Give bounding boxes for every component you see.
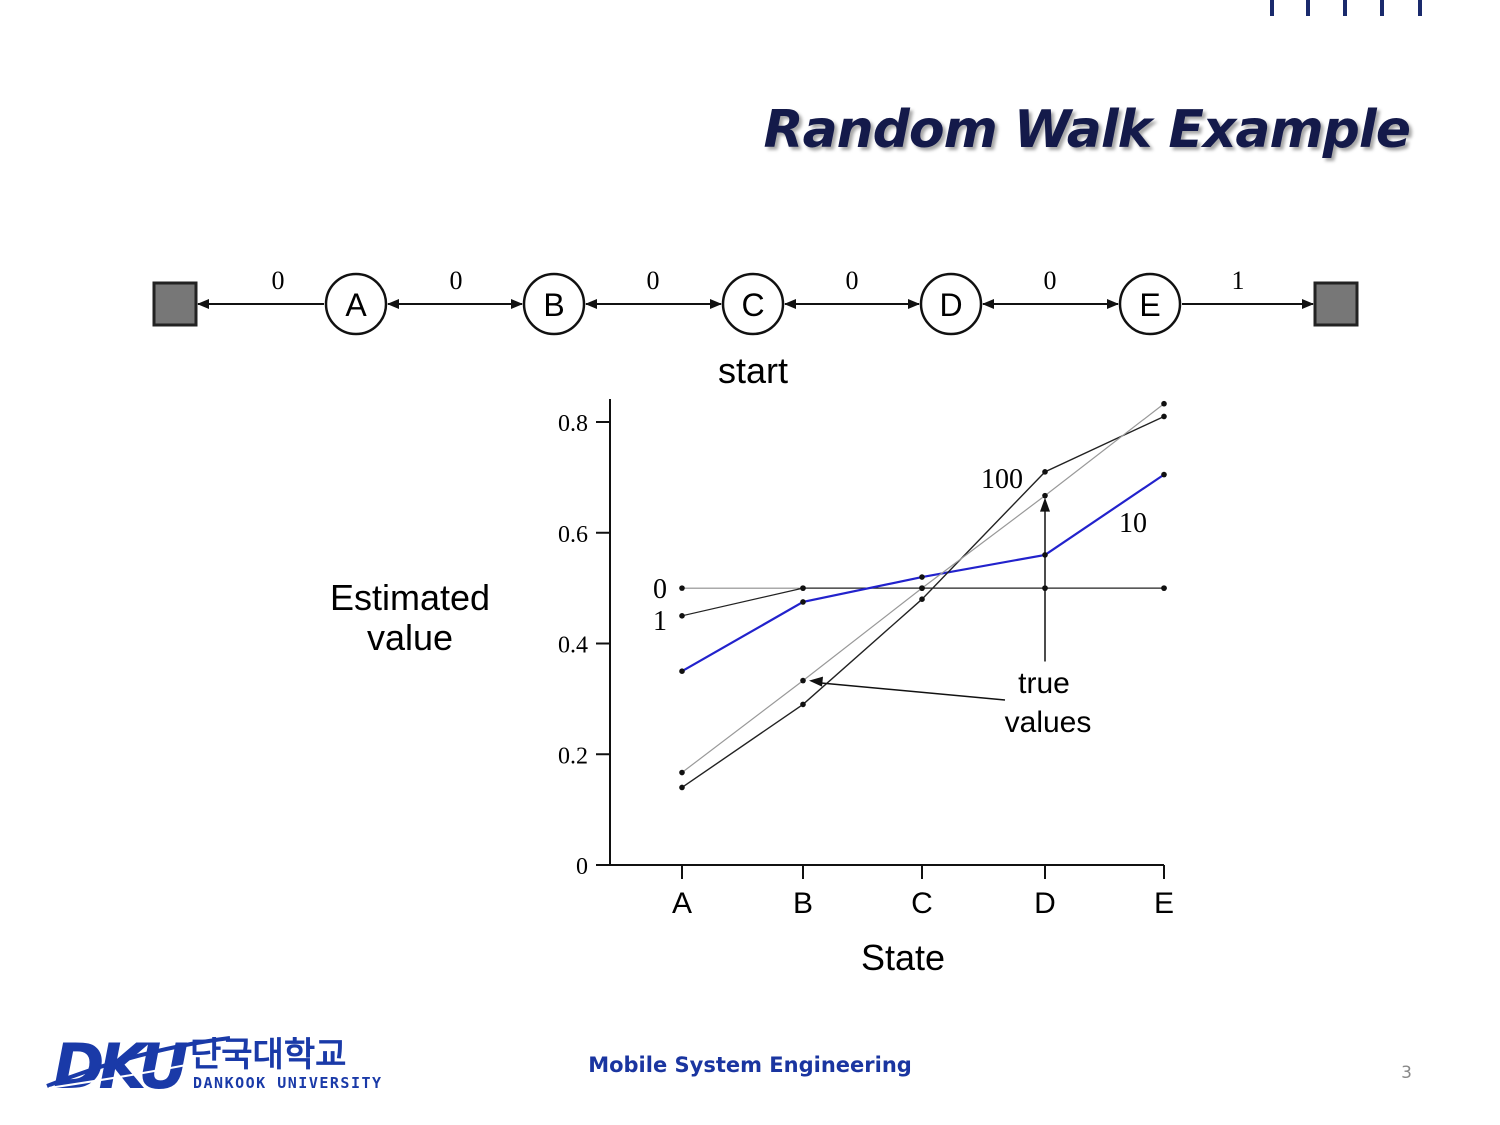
state-node-b: B xyxy=(522,272,586,336)
data-point xyxy=(1161,413,1167,420)
series-label: 0 xyxy=(653,574,667,605)
annotation-arrowhead xyxy=(809,676,823,687)
annotation-arrowhead xyxy=(1040,497,1050,512)
data-point xyxy=(919,585,925,591)
series-label: 10 xyxy=(1119,508,1147,539)
series-line xyxy=(681,473,1165,673)
data-point xyxy=(679,769,685,776)
series-line xyxy=(681,587,1164,617)
reward-label: 1 xyxy=(1232,266,1245,295)
state-node-d: D xyxy=(919,272,983,336)
data-point xyxy=(800,701,806,708)
start-label: start xyxy=(718,350,788,391)
logo-english: DANKOOK UNIVERSITY xyxy=(193,1074,383,1092)
y-axis-label: Estimated value xyxy=(330,577,490,658)
terminal-right xyxy=(1313,281,1359,327)
data-point xyxy=(679,585,685,591)
annotation-values: values xyxy=(1005,706,1092,739)
dku-logo: DKU 단국대학교 DANKOOK UNIVERSITY xyxy=(46,1030,383,1098)
data-point xyxy=(1161,400,1167,407)
state-node-a: A xyxy=(324,272,388,336)
state-label-a: A xyxy=(345,287,367,323)
annotation-true: true xyxy=(1018,667,1070,700)
data-point xyxy=(800,585,806,591)
x-tick-label: B xyxy=(793,887,813,920)
x-tick-label: D xyxy=(1034,887,1056,920)
data-point xyxy=(1161,585,1167,591)
data-point xyxy=(1161,471,1167,478)
logo-mark: DKU xyxy=(53,1030,188,1098)
data-point xyxy=(679,668,685,674)
data-point xyxy=(800,677,806,684)
data-point xyxy=(679,613,685,619)
x-axis-label: State xyxy=(861,937,945,978)
footer-course-title: Mobile System Engineering xyxy=(588,1053,912,1077)
page-number: 3 xyxy=(1401,1063,1412,1083)
y-tick-label: 0.4 xyxy=(558,633,588,659)
state-label-b: B xyxy=(543,287,564,323)
state-label-c: C xyxy=(741,287,764,323)
terminal-left xyxy=(152,281,198,327)
reward-label: 0 xyxy=(647,266,660,295)
series-label: 1 xyxy=(653,606,667,637)
series-line xyxy=(681,415,1165,789)
data-point xyxy=(1042,469,1048,475)
x-tick-label: C xyxy=(911,887,933,920)
series-label: 100 xyxy=(981,464,1023,495)
y-tick-label: 0 xyxy=(576,854,588,880)
data-point xyxy=(1042,492,1048,499)
reward-label: 0 xyxy=(272,266,285,295)
top-decoration xyxy=(1270,0,1440,18)
state-node-c: C xyxy=(721,272,785,336)
state-label-e: E xyxy=(1139,287,1160,323)
data-point xyxy=(679,784,685,791)
slide-title: Random Walk Example xyxy=(763,100,1411,160)
logo-korean: 단국대학교 xyxy=(190,1035,346,1075)
y-tick-label: 0.2 xyxy=(558,743,588,769)
value-estimate-chart: 0 0.2 0.4 0.6 0.8 A B C D E State Estimated value tr… xyxy=(330,399,1174,978)
reward-label: 0 xyxy=(1044,266,1057,295)
state-label-d: D xyxy=(939,287,962,323)
data-point xyxy=(919,596,925,602)
data-point xyxy=(800,599,806,605)
reward-label: 0 xyxy=(846,266,859,295)
y-tick-label: 0.8 xyxy=(558,411,588,437)
x-tick-label: A xyxy=(672,887,692,920)
x-tick-label: E xyxy=(1154,887,1174,920)
y-tick-label: 0.6 xyxy=(558,522,588,548)
data-point xyxy=(919,574,925,580)
annotation-arrow xyxy=(816,681,1006,701)
random-walk-chain: A B C D E 0 0 0 0 0 1 start xyxy=(152,266,1359,391)
reward-label: 0 xyxy=(450,266,463,295)
state-node-e: E xyxy=(1118,272,1182,336)
